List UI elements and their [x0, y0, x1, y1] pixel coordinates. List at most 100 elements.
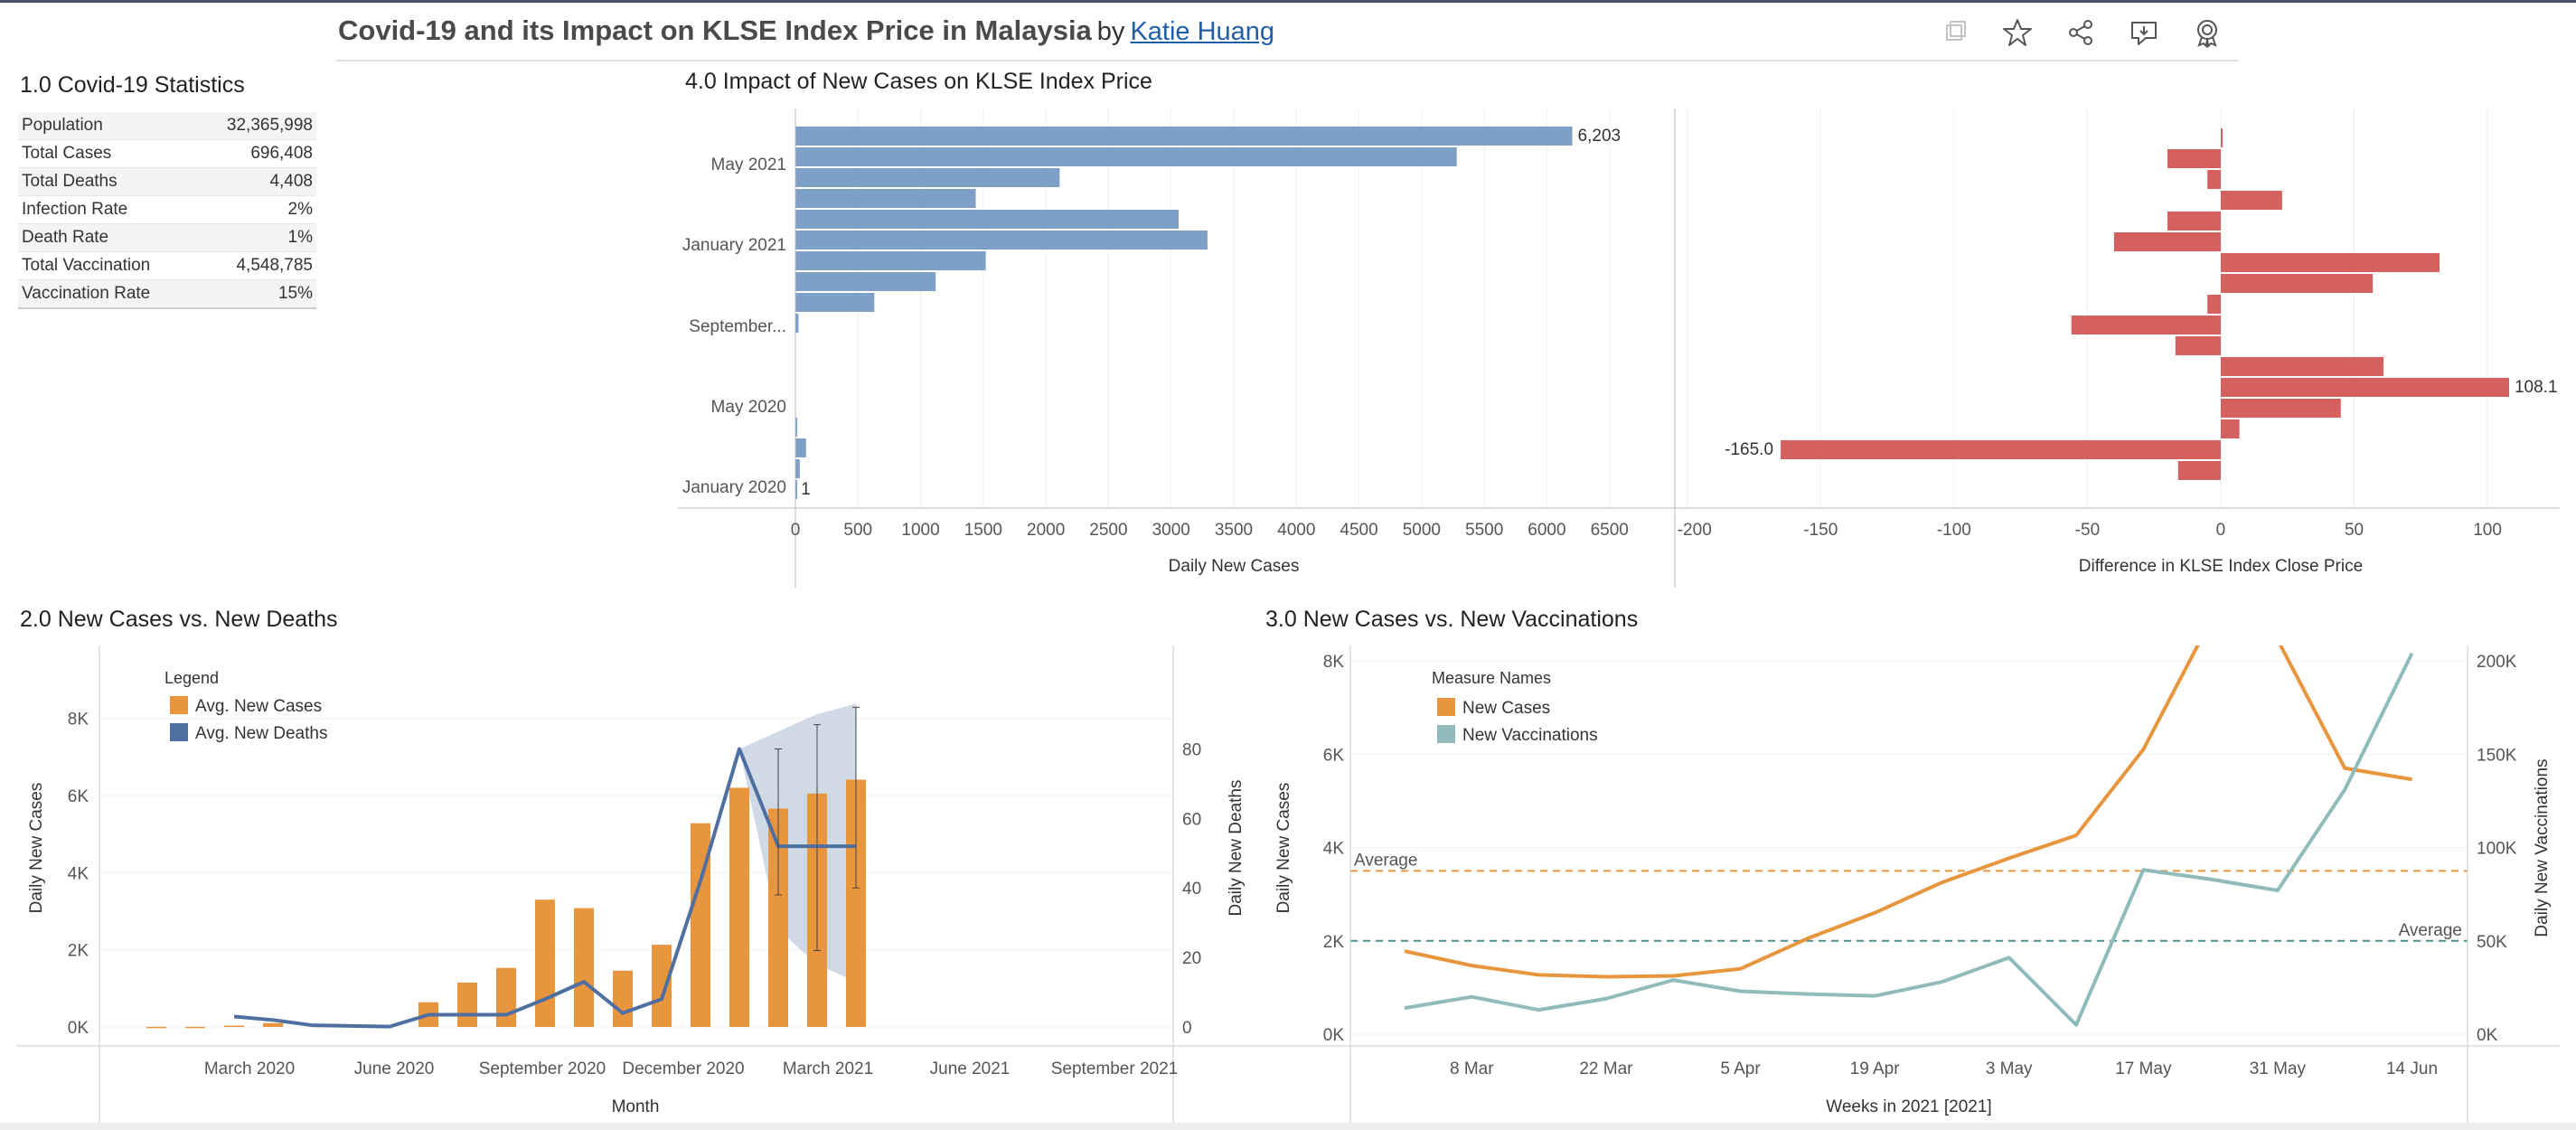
bar	[729, 787, 749, 1027]
stats-label: Vaccination Rate	[18, 279, 195, 309]
x-tick-label: March 2020	[204, 1059, 295, 1078]
y-tick-right: 0K	[2477, 1026, 2498, 1045]
stats-label: Infection Rate	[18, 195, 195, 224]
stats-label: Population	[18, 112, 195, 140]
share-icon[interactable]	[2063, 14, 2099, 51]
bar	[691, 823, 710, 1027]
star-icon[interactable]	[1999, 14, 2035, 51]
row-label: January 2020	[682, 478, 786, 497]
author-link[interactable]: Katie Huang	[1130, 17, 1275, 46]
stats-value: 15%	[194, 279, 316, 309]
stats-title: 1.0 Covid-19 Statistics	[20, 72, 245, 98]
stats-value: 32,365,998	[194, 112, 316, 140]
x-tick-label: 3000	[1152, 521, 1190, 540]
x-tick-label: September 2020	[479, 1059, 606, 1078]
bar	[2207, 170, 2221, 189]
stats-label: Total Deaths	[18, 167, 195, 196]
x-axis-title: Daily New Cases	[1169, 557, 1300, 576]
x-tick-label: 6500	[1591, 521, 1629, 540]
x-tick-label: 0	[2216, 521, 2226, 540]
bar	[795, 459, 800, 478]
confidence-band	[739, 703, 856, 983]
dashboard-title: Covid-19 and its Impact on KLSE Index Pr…	[338, 14, 1274, 47]
deaths-chart: 0K 2K 4K 6K 8K 0 20 40 60 80 March 2020 June 2020 Se…	[16, 645, 1259, 1125]
bar	[2177, 461, 2221, 480]
x-tick-label: 50	[2345, 521, 2364, 540]
bar	[613, 970, 633, 1027]
y-tick-right: 60	[1182, 810, 1201, 829]
legend-label: New Cases	[1462, 699, 1550, 718]
average-label: Average	[2399, 921, 2462, 940]
legend-label: Avg. New Deaths	[195, 724, 327, 743]
data-label-min: -165.0	[1725, 440, 1773, 459]
bar	[496, 967, 516, 1027]
stats-value: 4,548,785	[194, 251, 316, 280]
y-tick-left: 4K	[68, 864, 89, 883]
x-tick-label: 100	[2473, 521, 2502, 540]
x-tick-label: -100	[1937, 521, 1971, 540]
bar	[1781, 440, 2221, 459]
x-tick-label: 14 Jun	[2386, 1059, 2438, 1078]
y-tick-right: 200K	[2477, 653, 2517, 672]
stats-row: Death Rate 1%	[18, 223, 316, 252]
title-text: Covid-19 and its Impact on KLSE Index Pr…	[338, 14, 1092, 46]
bar	[2220, 253, 2440, 272]
x-tick-label: 22 Mar	[1579, 1059, 1633, 1078]
bar	[795, 168, 1060, 187]
y-axis-title-right: Daily New Vaccinations	[2533, 758, 2552, 937]
y-tick-left: 8K	[68, 711, 89, 730]
bar	[2071, 315, 2221, 334]
y-axis-title-right: Daily New Deaths	[1227, 780, 1246, 917]
bar	[146, 1026, 166, 1029]
y-tick-left: 0K	[68, 1019, 89, 1038]
y-tick-left: 4K	[1323, 840, 1345, 859]
dashboard-header: Covid-19 and its Impact on KLSE Index Pr…	[336, 5, 2238, 61]
data-label-max: 6,203	[1578, 127, 1622, 146]
comment-icon[interactable]	[2126, 14, 2162, 51]
y-tick-left: 2K	[68, 942, 89, 961]
bar	[457, 982, 477, 1027]
x-tick-label: 1000	[901, 521, 939, 540]
y-axis-title-left: Daily New Cases	[1274, 783, 1293, 914]
deaths-line	[233, 747, 856, 1029]
x-axis-title: Difference in KLSE Index Close Price	[2079, 557, 2363, 576]
stats-row: Total Cases 696,408	[18, 139, 316, 168]
impact-klse-chart: 108.1 -165.0 -200 -150 -100 -50 0 50 100 Differen…	[1674, 108, 2560, 588]
bar	[535, 899, 555, 1027]
bottom-toolbar	[0, 1123, 2576, 1130]
bar	[795, 418, 798, 437]
bar	[795, 127, 1573, 146]
badge-icon[interactable]	[2189, 14, 2225, 51]
x-tick-label: 17 May	[2115, 1059, 2172, 1078]
duplicate-icon[interactable]	[1936, 14, 1972, 51]
y-tick-right: 40	[1182, 880, 1201, 899]
stats-row: Total Deaths 4,408	[18, 167, 316, 196]
x-tick-label: June 2021	[930, 1059, 1011, 1078]
bar	[795, 272, 936, 291]
bar	[795, 147, 1457, 166]
legend-label: Avg. New Cases	[195, 697, 322, 716]
stats-label: Total Cases	[18, 139, 195, 168]
y-axis-title-left: Daily New Cases	[27, 783, 46, 914]
x-tick-label: 5000	[1403, 521, 1441, 540]
bar	[2220, 128, 2223, 147]
bar	[2220, 191, 2282, 210]
y-tick-left: 6K	[1323, 746, 1345, 765]
row-label: September...	[689, 317, 786, 336]
stats-value: 696,408	[194, 139, 316, 168]
bar	[2220, 419, 2240, 438]
by-text: by	[1096, 17, 1125, 46]
y-tick-left: 6K	[68, 787, 89, 806]
bar	[795, 189, 976, 208]
stats-row: Total Vaccination 4,548,785	[18, 251, 316, 280]
x-tick-label: June 2020	[354, 1059, 435, 1078]
legend-title: Measure Names	[1432, 669, 1551, 687]
bar	[846, 779, 866, 1027]
bar	[2220, 274, 2374, 293]
deaths-title: 2.0 New Cases vs. New Deaths	[20, 607, 338, 632]
bar	[224, 1025, 244, 1028]
bar	[795, 438, 806, 457]
legend-swatch	[1437, 725, 1455, 743]
x-axis-title: Weeks in 2021 [2021]	[1826, 1097, 1991, 1116]
y-tick-right: 50K	[2477, 933, 2507, 952]
